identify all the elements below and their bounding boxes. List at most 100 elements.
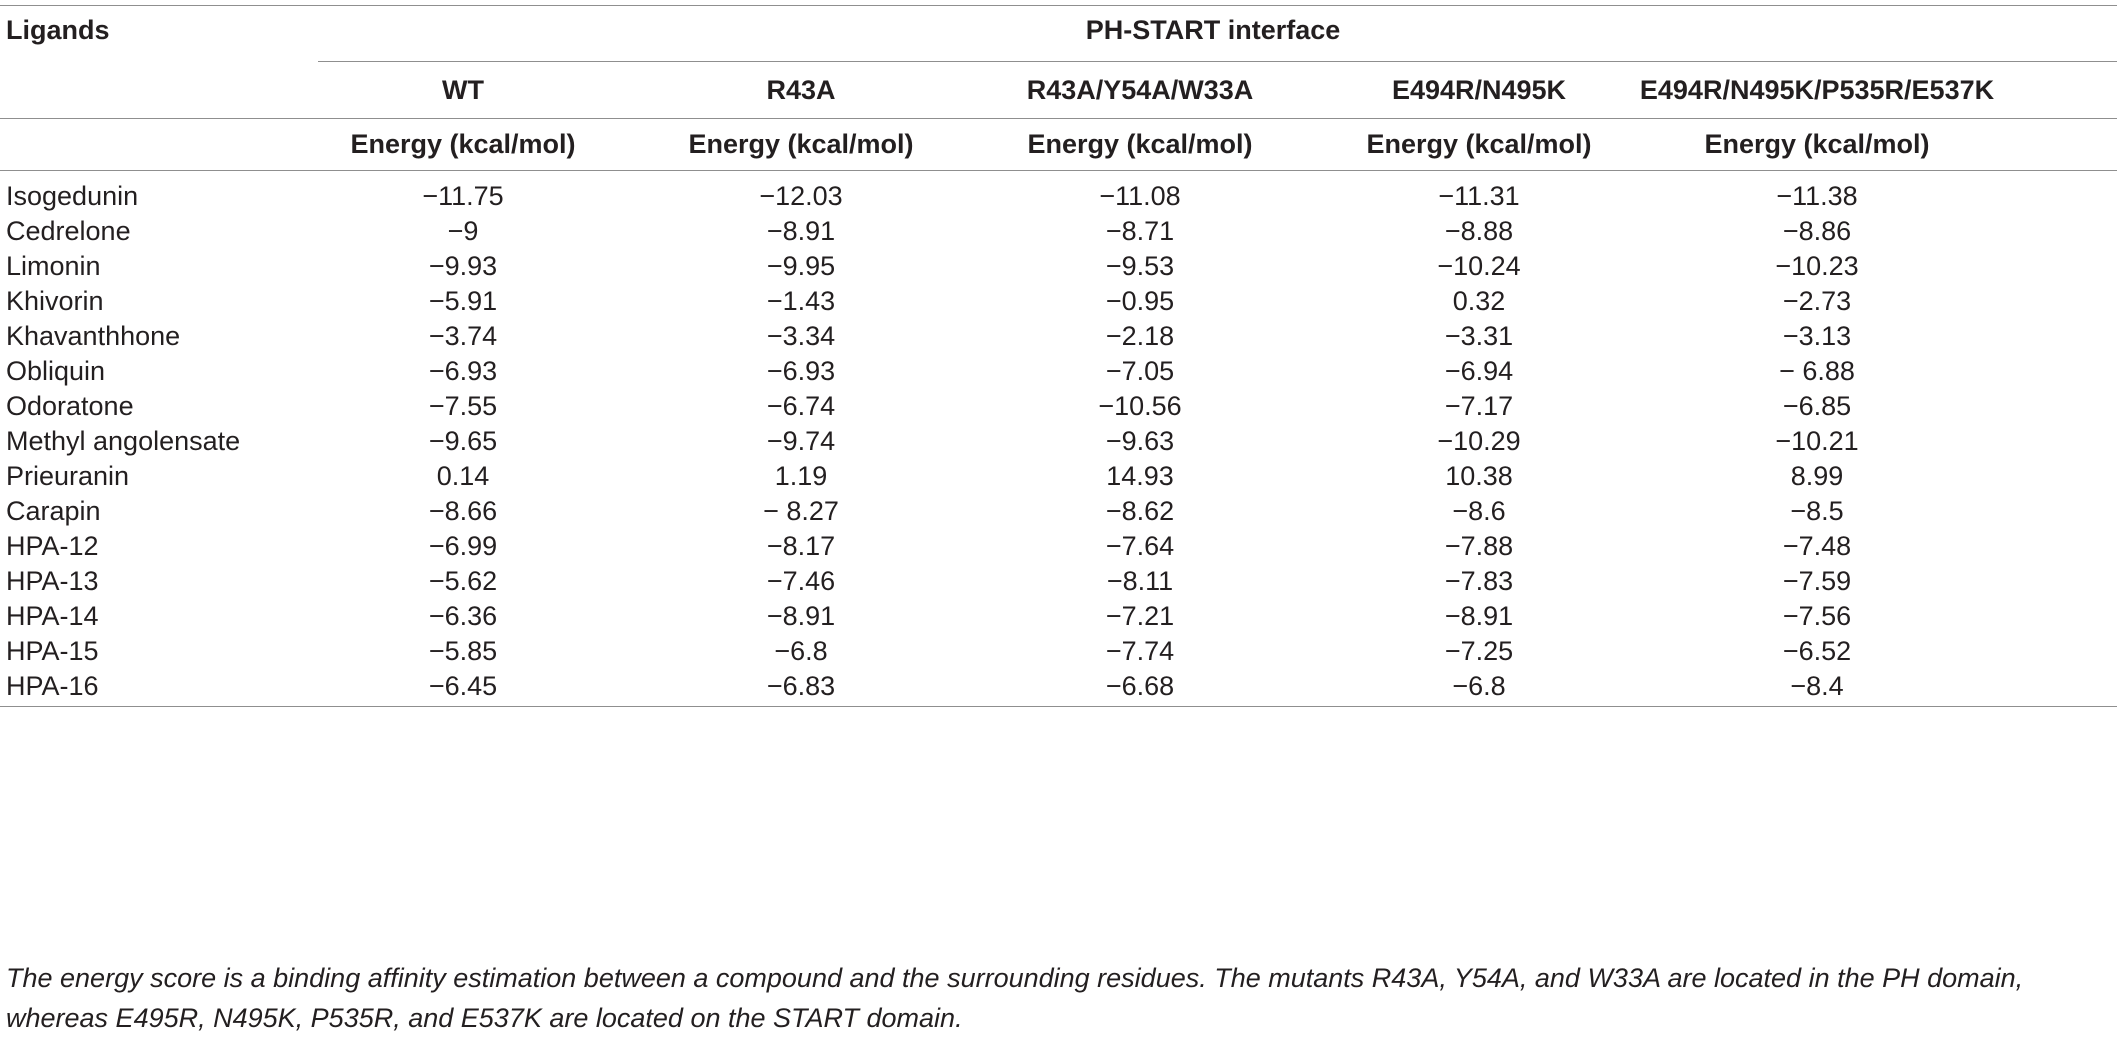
energy-value: 14.93 bbox=[1106, 461, 1174, 491]
group-header-rule bbox=[318, 61, 2117, 62]
energy-value: −7.88 bbox=[1444, 531, 1514, 561]
column-header-e494r-n495k: E494R/N495K bbox=[1391, 75, 1567, 105]
ligand-name: Methyl angolensate bbox=[6, 426, 241, 456]
group-header: PH-START interface bbox=[1085, 15, 1341, 45]
energy-value: −6.74 bbox=[766, 391, 836, 421]
energy-value: 8.99 bbox=[1790, 461, 1844, 491]
energy-value: −3.34 bbox=[766, 321, 836, 351]
energy-value: −10.21 bbox=[1775, 426, 1859, 456]
energy-value: −5.91 bbox=[428, 286, 498, 316]
energy-value: −6.8 bbox=[1452, 671, 1506, 701]
column-header-r43a-y54a-w33a: R43A/Y54A/W33A bbox=[1026, 75, 1254, 105]
energy-value: −10.23 bbox=[1775, 251, 1859, 281]
energy-value: −11.75 bbox=[422, 181, 504, 211]
unit-header-r43a: Energy (kcal/mol) bbox=[688, 129, 914, 159]
energy-value: −8.17 bbox=[766, 531, 836, 561]
energy-value: −9.65 bbox=[428, 426, 498, 456]
energy-value: −11.31 bbox=[1438, 181, 1520, 211]
ligand-name: Khavanthhone bbox=[6, 321, 181, 351]
energy-value: 0.14 bbox=[436, 461, 490, 491]
energy-value: −7.25 bbox=[1444, 636, 1514, 666]
energy-value: −7.83 bbox=[1444, 566, 1514, 596]
energy-value: −6.45 bbox=[428, 671, 498, 701]
energy-value: −7.48 bbox=[1782, 531, 1852, 561]
unit-header-wt: Energy (kcal/mol) bbox=[350, 129, 576, 159]
ligand-name: Obliquin bbox=[6, 356, 106, 386]
ligand-name: Prieuranin bbox=[6, 461, 130, 491]
energy-value: −3.74 bbox=[428, 321, 498, 351]
energy-value: −6.83 bbox=[766, 671, 836, 701]
energy-value: −2.73 bbox=[1782, 286, 1852, 316]
energy-value: −7.64 bbox=[1105, 531, 1175, 561]
column-header-e494r-n495k-p535r-e537k: E494R/N495K/P535R/E537K bbox=[1639, 75, 1995, 105]
energy-value: −9 bbox=[447, 216, 479, 246]
energy-value: −3.13 bbox=[1782, 321, 1852, 351]
unit-header-r43a-y54a-w33a: Energy (kcal/mol) bbox=[1027, 129, 1253, 159]
table-bottom-rule bbox=[0, 706, 2117, 707]
energy-value: −9.53 bbox=[1105, 251, 1175, 281]
energy-value: −7.17 bbox=[1444, 391, 1514, 421]
energy-value: −7.55 bbox=[428, 391, 498, 421]
energy-value: −8.6 bbox=[1452, 496, 1506, 526]
energy-value: −6.8 bbox=[774, 636, 828, 666]
energy-value: −9.74 bbox=[766, 426, 836, 456]
energy-value: −10.29 bbox=[1437, 426, 1521, 456]
energy-value: −5.85 bbox=[428, 636, 498, 666]
energy-value: 10.38 bbox=[1445, 461, 1513, 491]
energy-value: −10.24 bbox=[1437, 251, 1521, 281]
energy-value: −7.05 bbox=[1105, 356, 1175, 386]
unit-header-e494r-n495k-p535r-e537k: Energy (kcal/mol) bbox=[1704, 129, 1930, 159]
energy-value: −9.63 bbox=[1105, 426, 1175, 456]
energy-value: −8.66 bbox=[428, 496, 498, 526]
energy-value: −8.11 bbox=[1106, 566, 1174, 596]
energy-value: −6.52 bbox=[1782, 636, 1852, 666]
energy-value: −8.91 bbox=[766, 601, 836, 631]
energy-value: −6.93 bbox=[766, 356, 836, 386]
stub-header: Ligands bbox=[6, 15, 110, 45]
ligand-name: HPA-14 bbox=[6, 601, 99, 631]
energy-value: −5.62 bbox=[428, 566, 498, 596]
energy-value: −11.08 bbox=[1099, 181, 1181, 211]
energy-value: −7.59 bbox=[1782, 566, 1852, 596]
ligand-name: Khivorin bbox=[6, 286, 104, 316]
energy-value: 0.32 bbox=[1452, 286, 1506, 316]
energy-value: − 8.27 bbox=[763, 496, 839, 526]
energy-value: −9.95 bbox=[766, 251, 836, 281]
ligand-name: Limonin bbox=[6, 251, 101, 281]
energy-value: −7.46 bbox=[766, 566, 836, 596]
energy-value: −8.86 bbox=[1782, 216, 1852, 246]
energy-value: 1.19 bbox=[774, 461, 828, 491]
energy-value: −6.68 bbox=[1105, 671, 1175, 701]
energy-value: −8.71 bbox=[1105, 216, 1175, 246]
energy-value: −8.91 bbox=[1444, 601, 1514, 631]
ligand-name: HPA-16 bbox=[6, 671, 99, 701]
ligand-name: Odoratone bbox=[6, 391, 134, 421]
ligand-name: HPA-12 bbox=[6, 531, 99, 561]
column-header-r43a: R43A bbox=[766, 75, 836, 105]
energy-value: −12.03 bbox=[759, 181, 843, 211]
energy-value: −11.38 bbox=[1776, 181, 1858, 211]
ligand-name: HPA-15 bbox=[6, 636, 99, 666]
energy-value: −10.56 bbox=[1098, 391, 1182, 421]
energy-value: −3.31 bbox=[1444, 321, 1514, 351]
energy-value: −8.5 bbox=[1790, 496, 1844, 526]
energy-value: −6.85 bbox=[1782, 391, 1852, 421]
energy-value: −8.88 bbox=[1444, 216, 1514, 246]
energy-value: −2.18 bbox=[1105, 321, 1175, 351]
column-header-wt: WT bbox=[442, 75, 484, 105]
energy-value: −9.93 bbox=[428, 251, 498, 281]
table-top-rule bbox=[0, 5, 2117, 6]
energy-value: −1.43 bbox=[766, 286, 836, 316]
ligand-name: Carapin bbox=[6, 496, 101, 526]
energy-value: −7.74 bbox=[1105, 636, 1175, 666]
ligand-name: Cedrelone bbox=[6, 216, 131, 246]
energy-value: −0.95 bbox=[1105, 286, 1175, 316]
energy-value: −6.93 bbox=[428, 356, 498, 386]
table-footnote: The energy score is a binding affinity e… bbox=[6, 963, 2024, 1033]
ligand-name: Isogedunin bbox=[6, 181, 139, 211]
energy-value: −6.99 bbox=[428, 531, 498, 561]
ligand-name: HPA-13 bbox=[6, 566, 99, 596]
unit-header-e494r-n495k: Energy (kcal/mol) bbox=[1366, 129, 1592, 159]
units-header-rule bbox=[0, 170, 2117, 171]
energy-value: − 6.88 bbox=[1779, 356, 1855, 386]
